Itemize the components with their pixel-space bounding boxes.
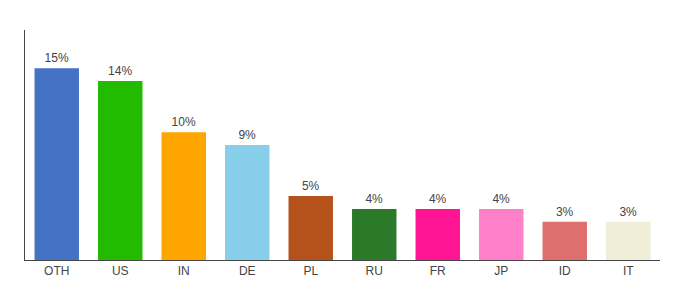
svg-text:4%: 4% bbox=[492, 192, 510, 206]
svg-text:PL: PL bbox=[303, 264, 318, 278]
svg-text:ID: ID bbox=[559, 264, 571, 278]
svg-text:IT: IT bbox=[623, 264, 634, 278]
svg-text:9%: 9% bbox=[238, 128, 256, 142]
svg-text:3%: 3% bbox=[619, 205, 637, 219]
svg-text:RU: RU bbox=[366, 264, 383, 278]
svg-text:OTH: OTH bbox=[44, 264, 69, 278]
svg-text:IN: IN bbox=[178, 264, 190, 278]
svg-text:14%: 14% bbox=[108, 64, 132, 78]
svg-text:3%: 3% bbox=[556, 205, 574, 219]
svg-text:JP: JP bbox=[494, 264, 508, 278]
svg-text:4%: 4% bbox=[429, 192, 447, 206]
svg-text:DE: DE bbox=[239, 264, 256, 278]
svg-text:10%: 10% bbox=[172, 115, 196, 129]
svg-text:US: US bbox=[112, 264, 129, 278]
svg-text:4%: 4% bbox=[365, 192, 383, 206]
svg-text:15%: 15% bbox=[45, 51, 69, 65]
svg-text:FR: FR bbox=[430, 264, 446, 278]
svg-text:5%: 5% bbox=[302, 179, 320, 193]
